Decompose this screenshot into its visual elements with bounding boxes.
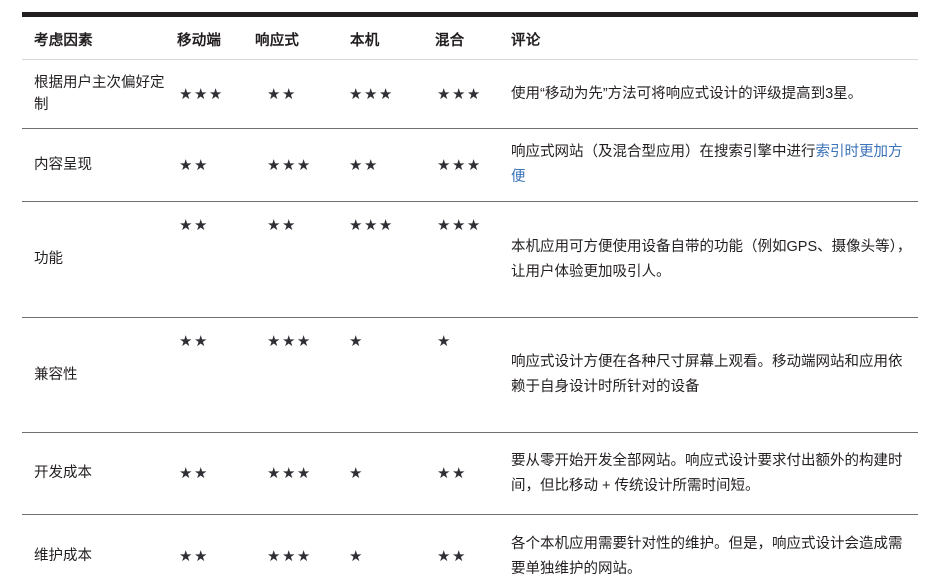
comment-text: 要从零开始开发全部网站。响应式设计要求付出额外的构建时间，但比移动 + 传统设计… — [511, 452, 903, 494]
header-row: 考虑因素 移动端 响应式 本机 混合 评论 — [22, 14, 918, 60]
rating-native: ★★ — [340, 128, 435, 202]
row-factor-label: 根据用户主次偏好定制 — [22, 59, 165, 129]
table-row: 兼容性 ★★ ★★★ ★ ★ 响应式设计方便在各种尺寸屏幕上观看。移动端网站和应用依赖于自… — [22, 317, 918, 433]
rating-native: ★★★ — [340, 59, 435, 129]
rating-mobile: ★★ — [165, 432, 253, 515]
rating-native: ★★★ — [340, 201, 435, 318]
table-body: 根据用户主次偏好定制 ★★★ ★★ ★★★ ★★★ 使用“移动为先”方法可将响应式设计的评… — [22, 59, 918, 574]
column-header-hybrid: 混合 — [435, 14, 500, 60]
comment-text: 使用“移动为先”方法可将响应式设计的评级提高到3星。 — [511, 85, 863, 102]
table-row: 开发成本 ★★ ★★★ ★ ★★ 要从零开始开发全部网站。响应式设计要求付出额外的构建时间… — [22, 432, 918, 515]
rating-mobile: ★★ — [165, 201, 253, 318]
rating-responsive: ★★★ — [253, 128, 340, 202]
table-row: 根据用户主次偏好定制 ★★★ ★★ ★★★ ★★★ 使用“移动为先”方法可将响应式设计的评… — [22, 59, 918, 129]
comparison-table: 考虑因素 移动端 响应式 本机 混合 评论 根据用户主次偏好定制 ★★★ ★★ ★★★… — [22, 12, 918, 574]
column-header-mobile: 移动端 — [165, 14, 253, 60]
rating-hybrid: ★★★ — [435, 59, 500, 129]
row-comment: 本机应用可方便使用设备自带的功能（例如GPS、摄像头等），让用户体验更加吸引人。 — [500, 201, 918, 318]
rating-mobile: ★★ — [165, 128, 253, 202]
table-row: 内容呈现 ★★ ★★★ ★★ ★★★ 响应式网站（及混合型应用）在搜索引擎中进行索引时更加… — [22, 128, 918, 202]
comment-text: 响应式设计方便在各种尺寸屏幕上观看。移动端网站和应用依赖于自身设计时所针对的设备 — [511, 354, 903, 395]
rating-hybrid: ★★ — [435, 514, 500, 574]
table-wrapper: 考虑因素 移动端 响应式 本机 混合 评论 根据用户主次偏好定制 ★★★ ★★ ★★★… — [22, 12, 918, 574]
table-header: 考虑因素 移动端 响应式 本机 混合 评论 — [22, 14, 918, 60]
column-header-factor: 考虑因素 — [22, 14, 165, 60]
comment-inline-link[interactable]: 索引时更加方便 — [511, 144, 903, 185]
rating-responsive: ★★ — [253, 59, 340, 129]
rating-mobile: ★★ — [165, 514, 253, 574]
row-comment: 响应式设计方便在各种尺寸屏幕上观看。移动端网站和应用依赖于自身设计时所针对的设备 — [500, 317, 918, 433]
rating-native: ★ — [340, 514, 435, 574]
row-comment: 响应式网站（及混合型应用）在搜索引擎中进行索引时更加方便 — [500, 128, 918, 202]
table-row: 维护成本 ★★ ★★★ ★ ★★ 各个本机应用需要针对性的维护。但是，响应式设计会造成需要… — [22, 514, 918, 574]
column-header-responsive: 响应式 — [253, 14, 340, 60]
comment-text: 各个本机应用需要针对性的维护。但是，响应式设计会造成需要单独维护的网站。 — [511, 535, 903, 574]
rating-hybrid: ★★★ — [435, 128, 500, 202]
row-comment: 要从零开始开发全部网站。响应式设计要求付出额外的构建时间，但比移动 + 传统设计… — [500, 432, 918, 515]
rating-hybrid: ★★★ — [435, 201, 500, 318]
row-comment: 使用“移动为先”方法可将响应式设计的评级提高到3星。 — [500, 59, 918, 129]
row-factor-label: 开发成本 — [22, 432, 165, 515]
comment-text: 本机应用可方便使用设备自带的功能（例如GPS、摄像头等），让用户体验更加吸引人。 — [511, 238, 912, 280]
rating-responsive: ★★ — [253, 201, 340, 318]
row-factor-label: 内容呈现 — [22, 128, 165, 202]
rating-hybrid: ★ — [435, 317, 500, 433]
rating-responsive: ★★★ — [253, 432, 340, 515]
column-header-native: 本机 — [340, 14, 435, 60]
table-row: 功能 ★★ ★★ ★★★ ★★★ 本机应用可方便使用设备自带的功能（例如GPS、摄像头等）… — [22, 201, 918, 318]
rating-native: ★ — [340, 432, 435, 515]
rating-mobile: ★★★ — [165, 59, 253, 129]
comment-text: 响应式网站（及混合型应用）在搜索引擎中进行 — [511, 144, 816, 161]
row-factor-label: 维护成本 — [22, 514, 165, 574]
column-header-comment: 评论 — [500, 14, 918, 60]
rating-native: ★ — [340, 317, 435, 433]
rating-responsive: ★★★ — [253, 317, 340, 433]
rating-responsive: ★★★ — [253, 514, 340, 574]
rating-mobile: ★★ — [165, 317, 253, 433]
row-factor-label: 兼容性 — [22, 317, 165, 433]
row-factor-label: 功能 — [22, 201, 165, 318]
rating-hybrid: ★★ — [435, 432, 500, 515]
row-comment: 各个本机应用需要针对性的维护。但是，响应式设计会造成需要单独维护的网站。 — [500, 514, 918, 574]
